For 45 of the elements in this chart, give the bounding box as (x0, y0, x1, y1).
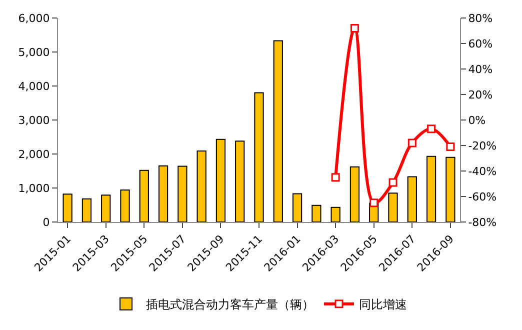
point (370, 198, 378, 208)
legend-label: 插电式混合动力客车产量（辆） (146, 298, 314, 312)
y2-tick-label: -80% (468, 216, 497, 229)
bar (312, 204, 322, 222)
bar (235, 140, 245, 222)
point (427, 124, 436, 134)
y2-tick-label: 20% (468, 88, 493, 102)
bar (350, 166, 360, 222)
bar (139, 170, 149, 222)
y2-tick-label: -40% (468, 164, 497, 178)
y-tick-label: 1,000 (18, 182, 50, 195)
y2-tick-label: 80% (468, 12, 493, 25)
bar (292, 193, 302, 222)
y-tick-label: 4,000 (18, 80, 50, 93)
legend-label: 同比增速 (359, 298, 407, 312)
y2-tick-label: 60% (468, 37, 493, 50)
y-tick-label: 2,000 (18, 148, 50, 161)
bar (158, 165, 168, 222)
bar (101, 194, 111, 222)
y2-tick-label: 0% (468, 114, 486, 127)
bar (216, 138, 226, 222)
bar (407, 176, 417, 222)
y-tick-label: 3,000 (18, 114, 50, 127)
y2-tick-label: -20% (468, 139, 497, 152)
y2-tick-label: -60% (468, 190, 497, 204)
bar (273, 40, 283, 222)
bar (446, 156, 456, 222)
y-tick-label: 6,000 (18, 12, 50, 25)
point (388, 178, 398, 187)
point (350, 24, 359, 32)
bar (178, 166, 188, 222)
bar (120, 190, 130, 222)
point (408, 138, 416, 148)
point (446, 142, 455, 152)
bar (254, 92, 264, 222)
bar (426, 156, 436, 222)
bar (62, 194, 72, 222)
point (331, 173, 340, 182)
y-tick-label: 0 (42, 216, 50, 229)
bar (330, 206, 340, 222)
y2-tick-label: 40% (468, 62, 493, 76)
bar (82, 198, 92, 222)
bar (196, 150, 206, 222)
bar (388, 192, 398, 222)
y-tick-label: 5,000 (18, 46, 50, 59)
